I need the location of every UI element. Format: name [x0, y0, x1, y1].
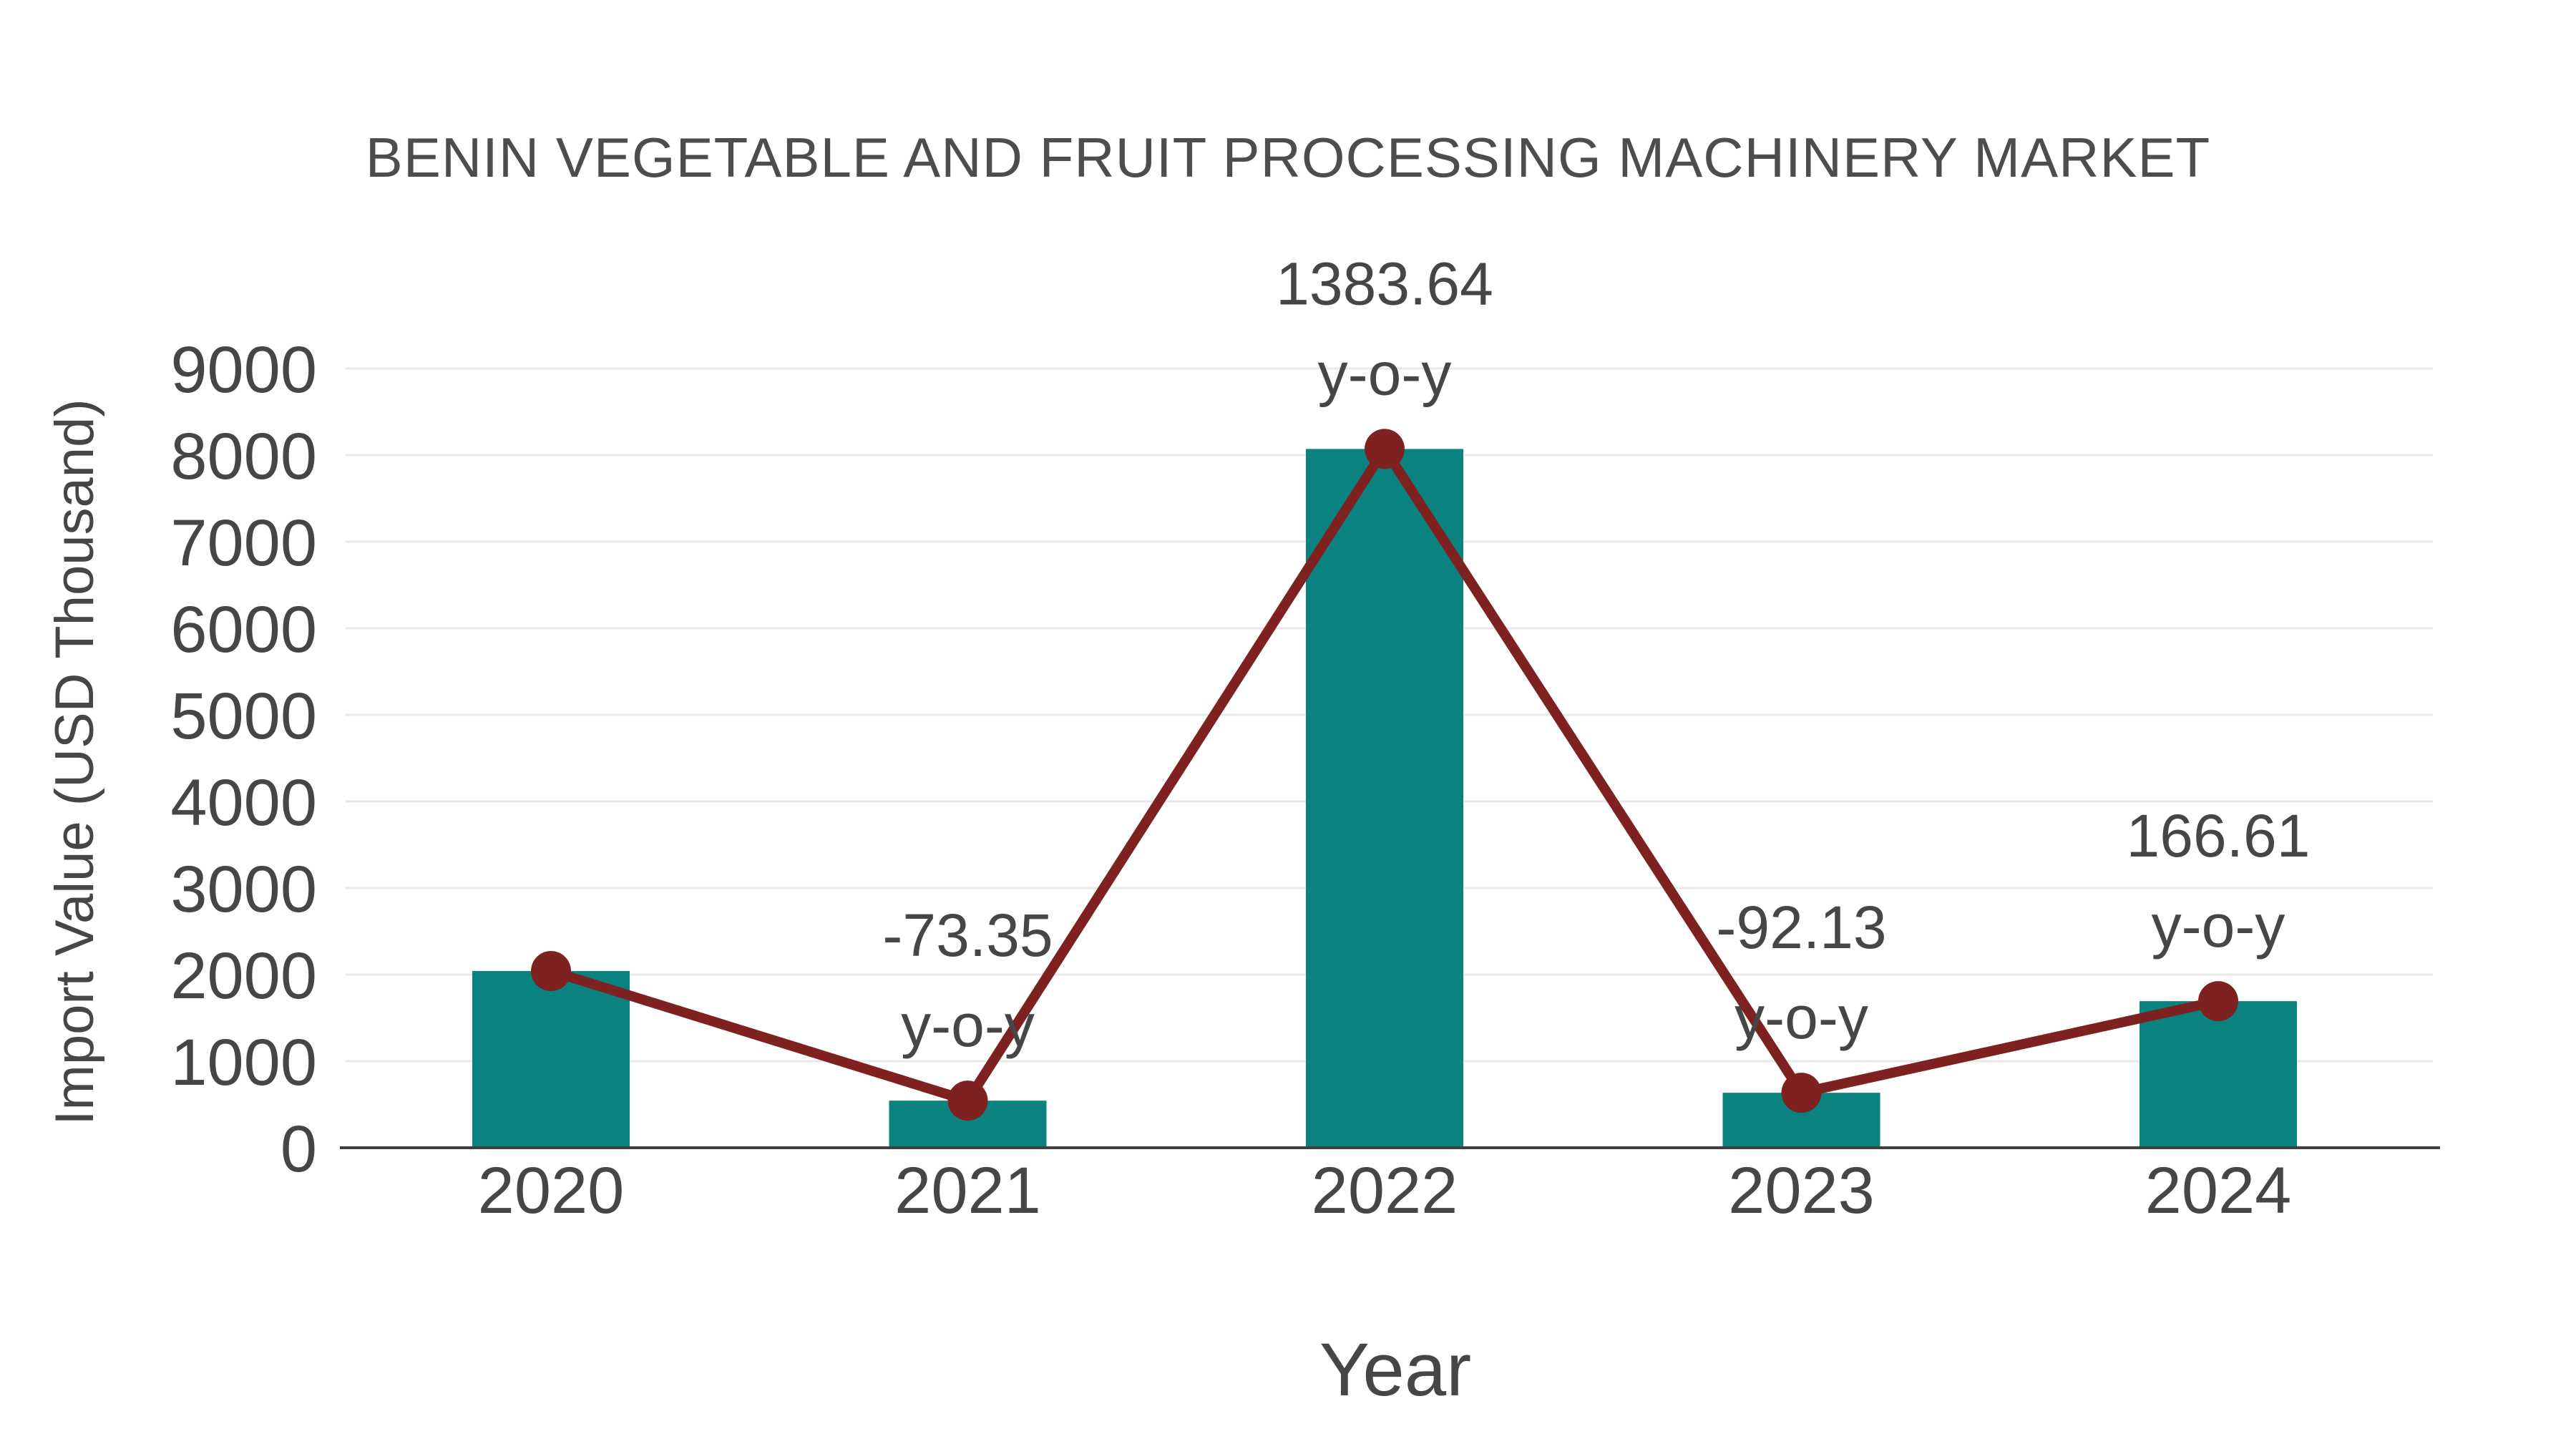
y-tick-label: 2000: [170, 940, 317, 1013]
annotation-value: 1383.64: [1276, 250, 1493, 317]
tick-labels-group: 0 1000 2000 3000 4000 5000 6000 7000 8000 9000 202…: [170, 333, 2291, 1227]
annotation-suffix: y-o-y: [2152, 892, 2285, 960]
data-point-marker: [2198, 981, 2238, 1022]
y-tick-label: 3000: [170, 853, 317, 926]
x-tick-label: 2023: [1728, 1154, 1875, 1227]
bar: [1306, 449, 1463, 1148]
y-tick-label: 4000: [170, 766, 317, 839]
y-tick-label: 9000: [170, 333, 317, 406]
trend-line-group: [531, 429, 2238, 1121]
chart-title: BENIN VEGETABLE AND FRUIT PROCESSING MAC…: [366, 126, 2210, 189]
y-tick-label: 8000: [170, 420, 317, 493]
y-tick-label: 5000: [170, 680, 317, 753]
bar: [472, 971, 630, 1148]
annotation-value: -73.35: [882, 902, 1053, 969]
annotation-suffix: y-o-y: [1318, 340, 1452, 407]
annotation-value: -92.13: [1716, 894, 1886, 961]
bars-group: [472, 449, 2297, 1148]
annotation-suffix: y-o-y: [901, 992, 1035, 1059]
y-axis-label: Import Value (USD Thousand): [44, 399, 105, 1125]
x-tick-label: 2021: [894, 1154, 1041, 1227]
y-tick-label: 7000: [170, 507, 317, 580]
data-point-marker: [531, 951, 571, 992]
data-point-marker: [1365, 429, 1405, 469]
data-point-marker: [1781, 1073, 1822, 1113]
annotations-group: -73.35 y-o-y 1383.64 y-o-y -92.13 y-o-y 166.61…: [882, 250, 2310, 1059]
x-tick-label: 2020: [478, 1154, 625, 1227]
y-tick-label: 1000: [170, 1026, 317, 1099]
y-tick-label: 0: [280, 1113, 317, 1186]
bar: [2140, 1001, 2297, 1148]
data-point-marker: [947, 1080, 988, 1121]
annotation-suffix: y-o-y: [1735, 984, 1868, 1051]
annotation-value: 166.61: [2127, 802, 2311, 869]
y-tick-label: 6000: [170, 593, 317, 666]
x-axis-label: Year: [1319, 1328, 1471, 1412]
x-tick-label: 2022: [1312, 1154, 1458, 1227]
x-tick-label: 2024: [2145, 1154, 2292, 1227]
